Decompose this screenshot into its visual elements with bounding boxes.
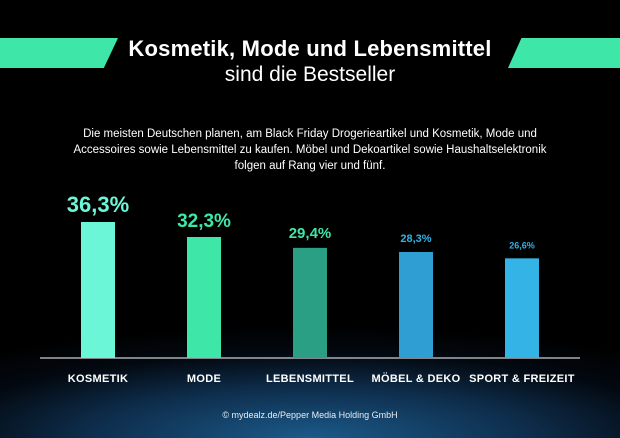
bar-value-label: 32,3%: [177, 211, 231, 232]
bar-3: [293, 247, 327, 358]
bar-value-label: 36,3%: [67, 192, 129, 217]
right-accent-ribbon: [508, 38, 620, 68]
bar-1: [81, 222, 115, 358]
left-accent-ribbon: [0, 38, 118, 68]
category-label: SPORT & FREIZEIT: [469, 373, 575, 385]
bar-value-label: 28,3%: [400, 233, 431, 245]
bar-2: [187, 236, 221, 358]
chart-description: Die meisten Deutschen planen, am Black F…: [73, 128, 547, 172]
category-label: MODE: [187, 373, 221, 385]
bar-value-label: 29,4%: [289, 225, 332, 242]
bar-4: [399, 251, 433, 358]
category-label: LEBENSMITTEL: [266, 373, 354, 385]
category-label: KOSMETIK: [68, 373, 128, 385]
chart-title: Kosmetik, Mode und Lebensmittel: [128, 36, 492, 61]
category-label: MÖBEL & DEKO: [372, 372, 461, 385]
bar-value-label: 26,6%: [509, 240, 535, 250]
chart-subtitle: sind die Bestseller: [224, 63, 396, 86]
bar-5: [505, 258, 539, 358]
copyright-footer: © mydealz.de/Pepper Media Holding GmbH: [222, 410, 398, 420]
